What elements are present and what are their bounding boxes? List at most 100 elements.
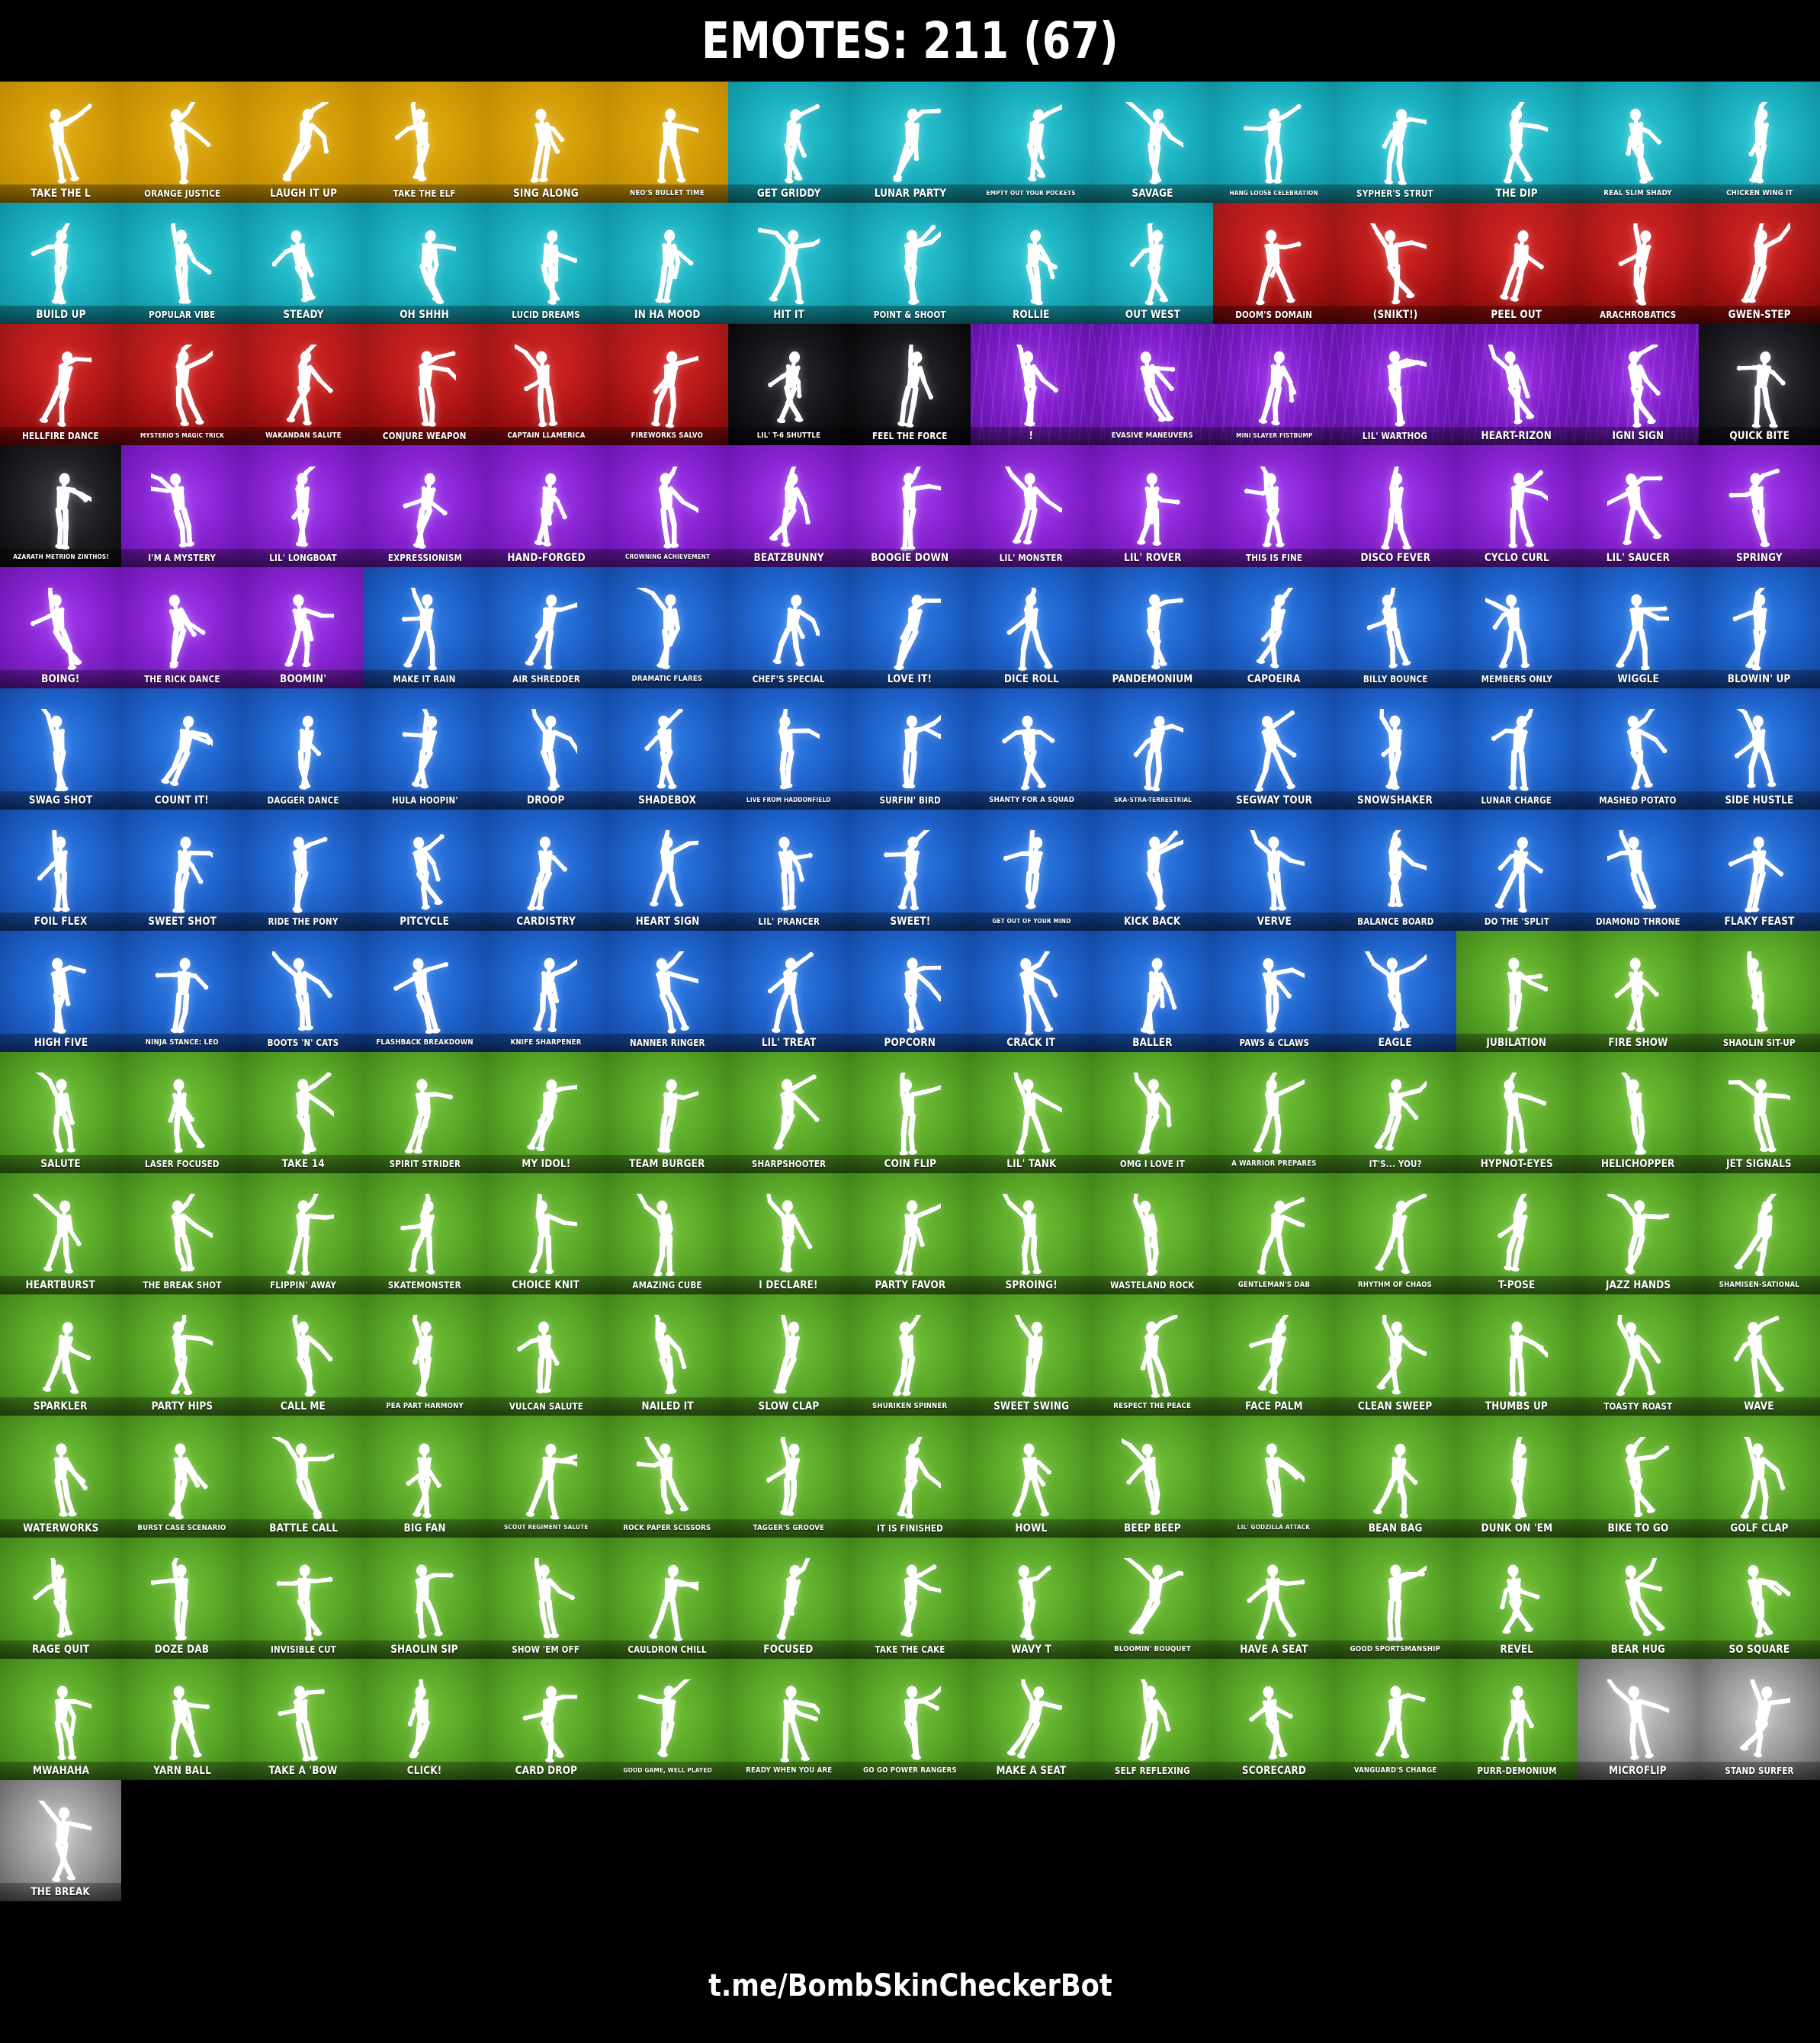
emote-tile[interactable]: CAPOEIRA [1213,567,1334,688]
emote-tile[interactable]: SPRINGY [1699,445,1820,566]
emote-tile[interactable]: SURFIN' BIRD [849,688,971,810]
emote-tile[interactable]: SIDE HUSTLE [1699,688,1820,810]
emote-tile[interactable]: DRAMATIC FLARES [607,567,728,688]
emote-tile[interactable]: SHADEBOX [607,688,728,810]
emote-tile[interactable]: GOOD SPORTSMANSHIP [1334,1538,1456,1659]
emote-tile[interactable]: HELICHOPPER [1578,1052,1699,1173]
emote-tile[interactable]: POPCORN [849,931,971,1052]
emote-tile[interactable]: MWAHAHA [0,1659,121,1780]
emote-tile[interactable]: HEART-RIZON [1456,324,1578,445]
emote-tile[interactable]: DOZE DAB [121,1538,242,1659]
emote-tile[interactable]: WIGGLE [1578,567,1699,688]
emote-tile[interactable]: A WARRIOR PREPARES [1213,1052,1334,1173]
emote-tile[interactable]: NEO'S BULLET TIME [607,82,728,203]
emote-tile[interactable]: TAKE THE L [0,82,121,203]
emote-tile[interactable]: PITCYCLE [364,810,485,931]
emote-tile[interactable]: GENTLEMAN'S DAB [1213,1173,1334,1294]
emote-tile[interactable]: LOVE IT! [849,567,971,688]
emote-tile[interactable]: BALANCE BOARD [1334,810,1456,931]
emote-tile[interactable]: SNOWSHAKER [1334,688,1456,810]
emote-tile[interactable]: GET GRIDDY [728,82,849,203]
emote-tile[interactable]: POPULAR VIBE [121,203,242,324]
emote-tile[interactable]: CAULDRON CHILL [607,1538,728,1659]
emote-tile[interactable]: IT'S... YOU? [1334,1052,1456,1173]
emote-tile[interactable]: SHURIKEN SPINNER [849,1294,971,1416]
emote-tile[interactable]: LIVE FROM HADDONFIELD [728,688,849,810]
emote-tile[interactable]: BOOTS 'N' CATS [242,931,364,1052]
emote-tile[interactable]: EXPRESSIONISM [364,445,485,566]
emote-tile[interactable]: STEADY [242,203,364,324]
emote-tile[interactable]: CHICKEN WING IT [1699,82,1820,203]
emote-tile[interactable]: BALLER [1092,931,1213,1052]
emote-tile[interactable]: CAPTAIN LLAMERICA [486,324,607,445]
emote-tile[interactable]: BOOMIN' [242,567,364,688]
emote-tile[interactable]: GWEN-STEP [1699,203,1820,324]
emote-tile[interactable]: SELF REFLEXING [1092,1659,1213,1780]
emote-tile[interactable]: KICK BACK [1092,810,1213,931]
emote-tile[interactable]: CARD DROP [486,1659,607,1780]
emote-tile[interactable]: (SNIKT!) [1334,203,1456,324]
emote-tile[interactable]: SHAOLIN SIP [364,1538,485,1659]
emote-tile[interactable]: HAVE A SEAT [1213,1538,1334,1659]
emote-tile[interactable]: WATERWORKS [0,1416,121,1537]
emote-tile[interactable]: PARTY FAVOR [849,1173,971,1294]
emote-tile[interactable]: AIR SHREDDER [486,567,607,688]
emote-tile[interactable]: NANNER RINGER [607,931,728,1052]
emote-tile[interactable]: CLEAN SWEEP [1334,1294,1456,1416]
emote-tile[interactable]: MYSTERIO'S MAGIC TRICK [121,324,242,445]
emote-tile[interactable]: GO GO POWER RANGERS [849,1659,971,1780]
emote-tile[interactable]: COUNT IT! [121,688,242,810]
emote-tile[interactable]: DOOM'S DOMAIN [1213,203,1334,324]
emote-tile[interactable]: READY WHEN YOU ARE [728,1659,849,1780]
emote-tile[interactable]: BILLY BOUNCE [1334,567,1456,688]
emote-tile[interactable]: JET SIGNALS [1699,1052,1820,1173]
emote-tile[interactable]: SHAOLIN SIT-UP [1699,931,1820,1052]
emote-tile[interactable]: IGNI SIGN [1578,324,1699,445]
emote-tile[interactable]: FLIPPIN' AWAY [242,1173,364,1294]
emote-tile[interactable]: BEEP BEEP [1092,1416,1213,1537]
emote-tile[interactable]: GOOD GAME, WELL PLAYED [607,1659,728,1780]
emote-tile[interactable]: LUCID DREAMS [486,203,607,324]
emote-tile[interactable]: REVEL [1456,1538,1578,1659]
emote-tile[interactable]: LIL' MONSTER [971,445,1092,566]
emote-tile[interactable]: BATTLE CALL [242,1416,364,1537]
emote-tile[interactable]: SCORECARD [1213,1659,1334,1780]
emote-tile[interactable]: THUMBS UP [1456,1294,1578,1416]
emote-tile[interactable]: BIKE TO GO [1578,1416,1699,1537]
emote-tile[interactable]: LASER FOCUSED [121,1052,242,1173]
emote-tile[interactable]: CALL ME [242,1294,364,1416]
emote-tile[interactable]: LIL' GODZILLA ATTACK [1213,1416,1334,1537]
emote-tile[interactable]: VERVE [1213,810,1334,931]
emote-tile[interactable]: MICROFLIP [1578,1659,1699,1780]
emote-tile[interactable]: RAGE QUIT [0,1538,121,1659]
emote-tile[interactable]: HULA HOOPIN' [364,688,485,810]
emote-tile[interactable]: I DECLARE! [728,1173,849,1294]
emote-tile[interactable]: RIDE THE PONY [242,810,364,931]
emote-tile[interactable]: SLOW CLAP [728,1294,849,1416]
emote-tile[interactable]: GET OUT OF YOUR MIND [971,810,1092,931]
emote-tile[interactable]: PURR-DEMONIUM [1456,1659,1578,1780]
emote-tile[interactable]: ROCK PAPER SCISSORS [607,1416,728,1537]
emote-tile[interactable]: MAKE A SEAT [971,1659,1092,1780]
emote-tile[interactable]: DO THE 'SPLIT [1456,810,1578,931]
emote-tile[interactable]: RESPECT THE PEACE [1092,1294,1213,1416]
emote-tile[interactable]: PEEL OUT [1456,203,1578,324]
emote-tile[interactable]: NAILED IT [607,1294,728,1416]
emote-tile[interactable]: LIL' T-6 SHUTTLE [728,324,849,445]
emote-tile[interactable]: VANGUARD'S CHARGE [1334,1659,1456,1780]
emote-tile[interactable]: WASTELAND ROCK [1092,1173,1213,1294]
emote-tile[interactable]: SCOUT REGIMENT SALUTE [486,1416,607,1537]
emote-tile[interactable]: THE BREAK [0,1780,121,1901]
emote-tile[interactable]: TAKE THE CAKE [849,1538,971,1659]
emote-tile[interactable]: BOOGIE DOWN [849,445,971,566]
emote-tile[interactable]: GOLF CLAP [1699,1416,1820,1537]
emote-tile[interactable]: SHANTY FOR A SQUAD [971,688,1092,810]
emote-tile[interactable]: KNIFE SHARPENER [486,931,607,1052]
emote-tile[interactable]: LIL' SAUCER [1578,445,1699,566]
emote-tile[interactable]: SEGWAY TOUR [1213,688,1334,810]
emote-tile[interactable]: NINJA STANCE: LEO [121,931,242,1052]
emote-tile[interactable]: EAGLE [1334,931,1456,1052]
emote-tile[interactable]: BEAN BAG [1334,1416,1456,1537]
emote-tile[interactable]: IT IS FINISHED [849,1416,971,1537]
emote-tile[interactable]: CONJURE WEAPON [364,324,485,445]
